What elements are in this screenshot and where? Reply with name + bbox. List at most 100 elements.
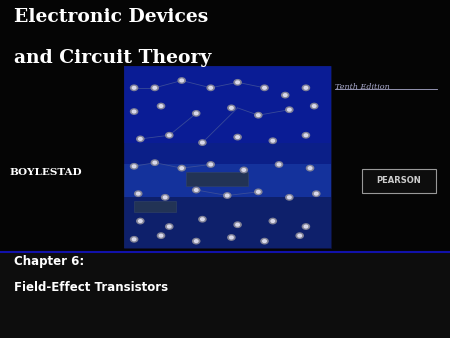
Circle shape xyxy=(201,141,204,144)
Circle shape xyxy=(151,160,158,165)
Circle shape xyxy=(139,220,142,222)
Circle shape xyxy=(158,233,165,238)
Text: and Circuit Theory: and Circuit Theory xyxy=(14,49,211,67)
Circle shape xyxy=(286,107,293,113)
Circle shape xyxy=(158,103,165,109)
Circle shape xyxy=(209,87,212,89)
Circle shape xyxy=(224,193,231,198)
Circle shape xyxy=(130,85,138,91)
Circle shape xyxy=(167,134,171,137)
Circle shape xyxy=(271,139,274,142)
Circle shape xyxy=(263,240,266,242)
Circle shape xyxy=(163,196,167,199)
Circle shape xyxy=(139,138,142,140)
Circle shape xyxy=(277,163,281,166)
Circle shape xyxy=(130,237,138,242)
Circle shape xyxy=(159,234,163,237)
Circle shape xyxy=(209,163,212,166)
Circle shape xyxy=(255,189,262,195)
Circle shape xyxy=(302,224,310,229)
Circle shape xyxy=(153,87,157,89)
Circle shape xyxy=(271,220,274,222)
Circle shape xyxy=(315,192,318,195)
Circle shape xyxy=(236,136,239,139)
Circle shape xyxy=(153,161,157,164)
Circle shape xyxy=(135,191,142,196)
Circle shape xyxy=(261,238,268,244)
Bar xyxy=(186,172,248,186)
Circle shape xyxy=(207,162,214,167)
Circle shape xyxy=(130,164,138,169)
Circle shape xyxy=(167,225,171,228)
Text: Electronic Devices: Electronic Devices xyxy=(14,8,208,26)
Circle shape xyxy=(261,85,268,91)
Text: BOYLESTAD: BOYLESTAD xyxy=(9,168,81,177)
Circle shape xyxy=(269,218,276,224)
Text: PEARSON: PEARSON xyxy=(377,176,421,185)
Circle shape xyxy=(193,187,200,193)
Circle shape xyxy=(132,87,136,89)
Circle shape xyxy=(236,223,239,226)
Circle shape xyxy=(304,134,308,137)
Circle shape xyxy=(178,165,185,171)
Circle shape xyxy=(256,191,260,193)
Circle shape xyxy=(236,81,239,84)
Circle shape xyxy=(194,240,198,242)
Circle shape xyxy=(137,136,144,142)
Bar xyxy=(124,197,331,248)
Circle shape xyxy=(130,109,138,114)
Circle shape xyxy=(298,234,302,237)
Circle shape xyxy=(162,195,169,200)
Circle shape xyxy=(308,167,312,169)
Circle shape xyxy=(199,217,206,222)
Circle shape xyxy=(302,85,310,91)
Bar xyxy=(124,66,331,143)
Circle shape xyxy=(288,108,291,111)
Circle shape xyxy=(304,87,308,89)
Bar xyxy=(124,66,331,248)
Circle shape xyxy=(159,105,163,107)
Circle shape xyxy=(132,110,136,113)
Circle shape xyxy=(199,140,206,145)
Circle shape xyxy=(312,105,316,107)
Circle shape xyxy=(263,87,266,89)
Circle shape xyxy=(193,238,200,244)
Circle shape xyxy=(255,113,262,118)
Circle shape xyxy=(240,167,248,173)
Circle shape xyxy=(166,224,173,229)
Bar xyxy=(0,252,450,338)
Circle shape xyxy=(269,138,276,143)
Circle shape xyxy=(132,238,136,241)
Circle shape xyxy=(242,169,246,171)
Circle shape xyxy=(132,165,136,168)
Bar xyxy=(362,169,436,193)
Circle shape xyxy=(256,114,260,117)
Bar xyxy=(124,143,331,165)
Circle shape xyxy=(136,192,140,195)
Circle shape xyxy=(234,80,241,85)
Circle shape xyxy=(228,235,235,240)
Circle shape xyxy=(284,94,287,96)
Text: Field-Effect Transistors: Field-Effect Transistors xyxy=(14,281,167,293)
Circle shape xyxy=(302,132,310,138)
Bar xyxy=(124,165,331,197)
Circle shape xyxy=(286,195,293,200)
Circle shape xyxy=(228,105,235,111)
Circle shape xyxy=(275,162,283,167)
Circle shape xyxy=(306,165,314,171)
Circle shape xyxy=(166,132,173,138)
Circle shape xyxy=(194,189,198,191)
Circle shape xyxy=(194,112,198,115)
Circle shape xyxy=(296,233,303,238)
Circle shape xyxy=(201,218,204,221)
Circle shape xyxy=(225,194,229,197)
Circle shape xyxy=(282,92,289,98)
Circle shape xyxy=(310,103,318,109)
Circle shape xyxy=(234,135,241,140)
Circle shape xyxy=(207,85,214,91)
Circle shape xyxy=(313,191,320,196)
Circle shape xyxy=(234,222,241,227)
Circle shape xyxy=(304,225,308,228)
Circle shape xyxy=(230,106,233,109)
Circle shape xyxy=(230,236,233,239)
